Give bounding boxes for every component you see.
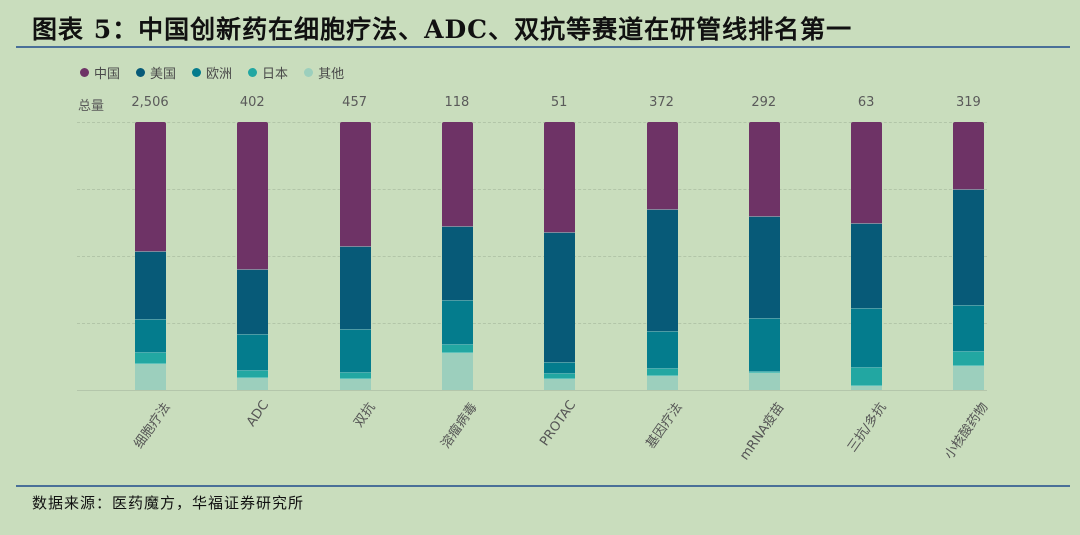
totals-label: 总量: [78, 99, 105, 114]
total-value: 372: [649, 95, 674, 110]
bar-segment: [953, 366, 985, 390]
x-tick-label: 小核酸药物: [942, 400, 992, 463]
total-value: 63: [857, 95, 875, 110]
bar-segment: [339, 372, 371, 379]
legend-item: 其他: [304, 63, 344, 82]
bar-segment: [135, 122, 166, 252]
bar-segment: [646, 331, 678, 369]
bar-segment: [237, 269, 269, 336]
bar-segment: [135, 352, 166, 364]
legend-dot-icon: [304, 68, 314, 77]
total-value: 402: [239, 95, 265, 110]
bar-segment: [748, 122, 780, 217]
gridline: [77, 189, 987, 190]
total-value: 292: [751, 95, 777, 110]
bar-segment: [953, 122, 985, 191]
x-tick-label: 双抗: [350, 400, 379, 431]
bar-segment: [237, 335, 269, 371]
legend-dot-icon: [80, 68, 89, 77]
bar-segment: [646, 209, 678, 332]
bar-segment: [544, 373, 576, 379]
bar-segment: [544, 122, 576, 233]
bar-segment: [544, 232, 576, 363]
bar-segment: [646, 375, 678, 390]
bar-segment: [441, 352, 473, 390]
bar-segment: [339, 122, 371, 247]
bar-segment: [441, 227, 473, 301]
legend-dot-icon: [192, 68, 202, 77]
legend-item: 欧洲: [192, 63, 232, 82]
stacked-bar: [646, 122, 678, 390]
legend-item: 日本: [248, 63, 288, 82]
bar-segment: [748, 372, 780, 374]
total-value: 319: [955, 95, 981, 110]
stacked-bar: [748, 122, 780, 390]
bar-segment: [441, 122, 473, 228]
x-tick-label: PROTAC: [537, 398, 580, 450]
bar-segment: [646, 122, 678, 210]
legend: 中国 美国 欧洲 日本 其他: [80, 63, 344, 82]
bar-segment: [748, 216, 780, 319]
legend-item: 中国: [80, 63, 120, 82]
title-divider: [16, 46, 1070, 48]
bar-segment: [646, 368, 678, 376]
legend-item: 美国: [136, 63, 176, 82]
total-value: 2,506: [131, 95, 169, 110]
x-tick-label: ADC: [244, 398, 273, 430]
bar-segment: [441, 344, 473, 353]
x-axis-baseline: [77, 390, 987, 391]
bar-segment: [851, 368, 883, 386]
stacked-bar: [851, 122, 883, 390]
bar-segment: [544, 362, 576, 374]
bar-segment: [953, 306, 985, 353]
bar-segment: [339, 246, 371, 330]
legend-label: 其他: [318, 67, 345, 82]
legend-label: 欧洲: [206, 67, 233, 82]
source-divider: [16, 485, 1070, 487]
x-tick-label: 细胞疗法: [131, 400, 174, 452]
bar-segment: [237, 370, 269, 378]
stacked-bar: [544, 122, 576, 390]
bar-segment: [851, 385, 883, 390]
x-tick-label: 三抗/多抗: [845, 400, 890, 456]
stacked-bar: [237, 122, 269, 390]
bar-segment: [339, 329, 371, 373]
stacked-bar: [135, 122, 166, 390]
bar-segment: [135, 363, 166, 390]
bar-segment: [544, 378, 576, 390]
bar-segment: [237, 122, 269, 270]
bar-segment: [748, 373, 780, 390]
bar-segment: [135, 251, 166, 321]
bar-segment: [953, 190, 985, 307]
legend-label: 日本: [262, 67, 289, 82]
legend-label: 美国: [150, 67, 177, 82]
stacked-bar: [441, 122, 473, 390]
x-tick-label: mRNA疫苗: [737, 400, 788, 464]
gridline: [77, 323, 987, 324]
legend-dot-icon: [136, 68, 146, 77]
x-tick-label: 基因疗法: [642, 400, 686, 452]
stacked-bar: [339, 122, 371, 390]
legend-dot-icon: [248, 68, 258, 77]
chart-title: 图表 5：中国创新药在细胞疗法、ADC、双抗等赛道在研管线排名第一: [32, 15, 853, 44]
total-value: 51: [550, 95, 568, 110]
source-note: 数据来源：医药魔方，华福证券研究所: [32, 494, 305, 512]
total-value: 118: [444, 95, 470, 110]
bar-segment: [339, 378, 371, 390]
x-tick-label: 溶瘤病毒: [438, 400, 481, 452]
gridline: [77, 122, 987, 123]
bar-segment: [851, 224, 883, 310]
bar-segment: [135, 320, 166, 353]
gridline: [77, 256, 987, 257]
bar-segment: [237, 377, 269, 390]
legend-label: 中国: [94, 67, 121, 82]
bar-segment: [441, 301, 473, 345]
bar-segment: [953, 352, 985, 367]
bar-segment: [851, 309, 883, 368]
stacked-bar: [953, 122, 985, 390]
bar-segment: [851, 122, 883, 225]
total-value: 457: [342, 95, 367, 110]
bar-segment: [748, 318, 780, 373]
